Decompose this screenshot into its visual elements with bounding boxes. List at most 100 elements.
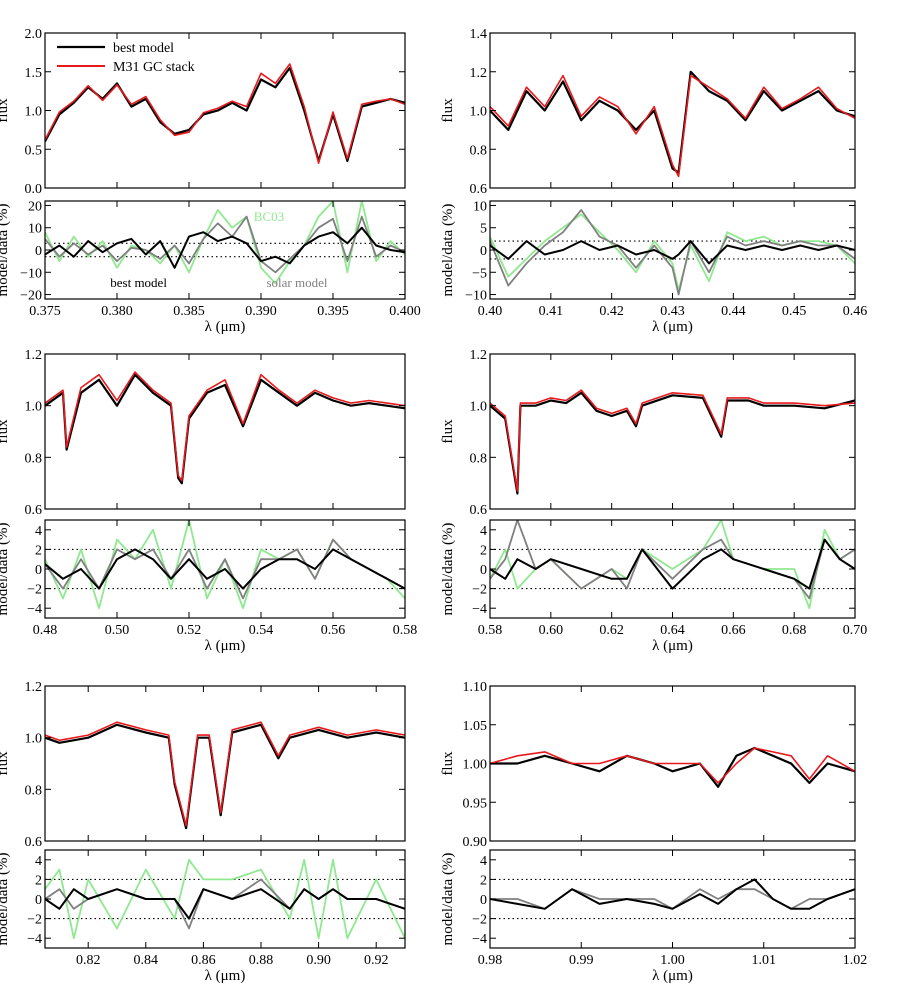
y-tick-label: −2 <box>472 583 487 598</box>
series-line-bc03 <box>490 213 855 292</box>
y-tick-label: 0.8 <box>470 143 488 158</box>
y-tick-label: 10 <box>473 199 487 214</box>
y-axis-label: model/data (%) <box>440 853 456 946</box>
y-tick-label: −2 <box>27 913 42 928</box>
y-tick-label: 1.2 <box>25 680 43 695</box>
y-tick-label: 0.6 <box>25 503 43 518</box>
y-tick-label: −20 <box>20 289 42 304</box>
y-tick-label: 0.5 <box>25 143 43 158</box>
x-tick-label: 0.98 <box>478 953 503 968</box>
y-tick-label: 1.5 <box>25 66 43 81</box>
y-tick-label: 1.4 <box>470 27 488 42</box>
y-axis-label: flux <box>440 98 456 123</box>
x-tick-label: 0.48 <box>33 623 58 638</box>
y-tick-label: 0 <box>35 563 42 578</box>
y-tick-label: 1.0 <box>25 400 43 415</box>
x-tick-label: 0.385 <box>173 304 205 319</box>
y-axis-label: flux <box>0 98 11 123</box>
series-line-solar-model <box>490 520 855 600</box>
y-axis-label: flux <box>440 751 456 776</box>
x-tick-label: 1.01 <box>752 953 777 968</box>
y-tick-label: 0.95 <box>463 796 488 811</box>
x-tick-label: 0.43 <box>660 304 685 319</box>
y-tick-label: −5 <box>472 266 487 281</box>
y-tick-label: 0 <box>480 563 487 578</box>
series-line-m31-gc-stack <box>490 74 855 178</box>
plot-frame <box>44 685 406 842</box>
x-tick-label: 0.400 <box>389 304 421 319</box>
residual-panel-5: −4 −2 0 2 4 0.48 0.50 0.52 0.54 0.56 0.58 model/dat… <box>0 519 418 654</box>
y-tick-label: 1.2 <box>25 348 43 363</box>
series-line-solar-model <box>490 888 855 910</box>
y-tick-label: 1.0 <box>470 105 488 120</box>
x-tick-label: 0.50 <box>105 623 130 638</box>
y-tick-label: 1.10 <box>463 680 488 695</box>
x-tick-label: 0.92 <box>364 953 389 968</box>
plot-frame <box>489 353 856 510</box>
residual-panel-9: −4 −2 0 2 4 0.82 0.84 0.86 0.88 0.90 0.92 model/dat… <box>0 849 406 984</box>
x-tick-label: 0.375 <box>29 304 61 319</box>
y-tick-label: 1.0 <box>470 400 488 415</box>
x-tick-label: 0.46 <box>843 304 868 319</box>
y-tick-label: 0.6 <box>470 503 488 518</box>
series-line-best-model <box>45 548 405 590</box>
x-tick-label: 0.60 <box>539 623 564 638</box>
x-tick-label: 0.58 <box>478 623 503 638</box>
y-tick-label: 2 <box>35 543 42 558</box>
y-tick-label: 1.0 <box>25 732 43 747</box>
x-tick-label: 0.45 <box>782 304 807 319</box>
flux-panel-2: 0.6 0.8 1.0 1.2 1.4 flux <box>440 27 856 197</box>
y-tick-label: 10 <box>28 222 42 237</box>
y-tick-label: 0.8 <box>25 783 43 798</box>
y-axis-label: flux <box>0 751 11 776</box>
legend: best model M31 GC stack <box>57 41 195 75</box>
y-tick-label: 0.8 <box>470 451 488 466</box>
series-line-solar-model <box>45 878 405 930</box>
y-tick-label: 0 <box>35 244 42 259</box>
x-tick-label: 1.02 <box>843 953 868 968</box>
x-tick-label: 0.41 <box>539 304 564 319</box>
y-tick-label: −10 <box>20 266 42 281</box>
y-tick-label: −4 <box>472 932 487 947</box>
y-tick-label: 1.00 <box>463 758 488 773</box>
legend-label-m31-gc-stack: M31 GC stack <box>113 60 195 75</box>
y-tick-label: 4 <box>480 854 487 869</box>
x-tick-label: 0.395 <box>317 304 349 319</box>
series-line-best-model <box>490 240 855 265</box>
x-tick-label: 0.64 <box>660 623 685 638</box>
x-tick-label: 0.58 <box>393 623 418 638</box>
series-line-m31-gc-stack <box>45 721 405 827</box>
y-tick-label: −10 <box>465 289 487 304</box>
series-line-best-model <box>490 878 855 910</box>
y-tick-label: 4 <box>35 524 42 539</box>
y-tick-label: 4 <box>35 854 42 869</box>
series-line-bc03 <box>45 520 405 610</box>
plot-frame <box>489 200 856 300</box>
y-tick-label: 0.6 <box>25 835 43 850</box>
series-line-bc03 <box>45 201 405 285</box>
y-tick-label: 0.6 <box>470 182 488 197</box>
y-axis-label: flux <box>440 419 456 444</box>
x-tick-label: 0.99 <box>569 953 594 968</box>
x-tick-label: 0.90 <box>306 953 331 968</box>
series-line-best-model <box>45 226 405 269</box>
series-line-bc03 <box>45 858 405 940</box>
series-line-m31-gc-stack <box>45 371 405 482</box>
plot-frame <box>489 849 856 949</box>
annotation-bc03: BC03 <box>254 209 284 224</box>
x-axis-label: λ (μm) <box>652 968 693 984</box>
series-line-best-model <box>45 888 405 920</box>
series-line-m31-gc-stack <box>490 389 855 492</box>
x-tick-label: 1.00 <box>660 953 685 968</box>
x-tick-label: 0.52 <box>177 623 202 638</box>
legend-label-best-model: best model <box>113 41 174 56</box>
x-tick-label: 0.56 <box>321 623 346 638</box>
y-axis-label: model/data (%) <box>440 204 456 297</box>
flux-panel-10: 0.90 0.95 1.00 1.05 1.10 flux <box>440 680 856 850</box>
flux-panel-4: 0.6 0.8 1.0 1.2 flux <box>0 348 406 518</box>
x-tick-label: 0.62 <box>599 623 624 638</box>
y-tick-label: 2 <box>480 543 487 558</box>
y-tick-label: 2 <box>35 873 42 888</box>
x-axis-label: λ (μm) <box>205 968 246 984</box>
